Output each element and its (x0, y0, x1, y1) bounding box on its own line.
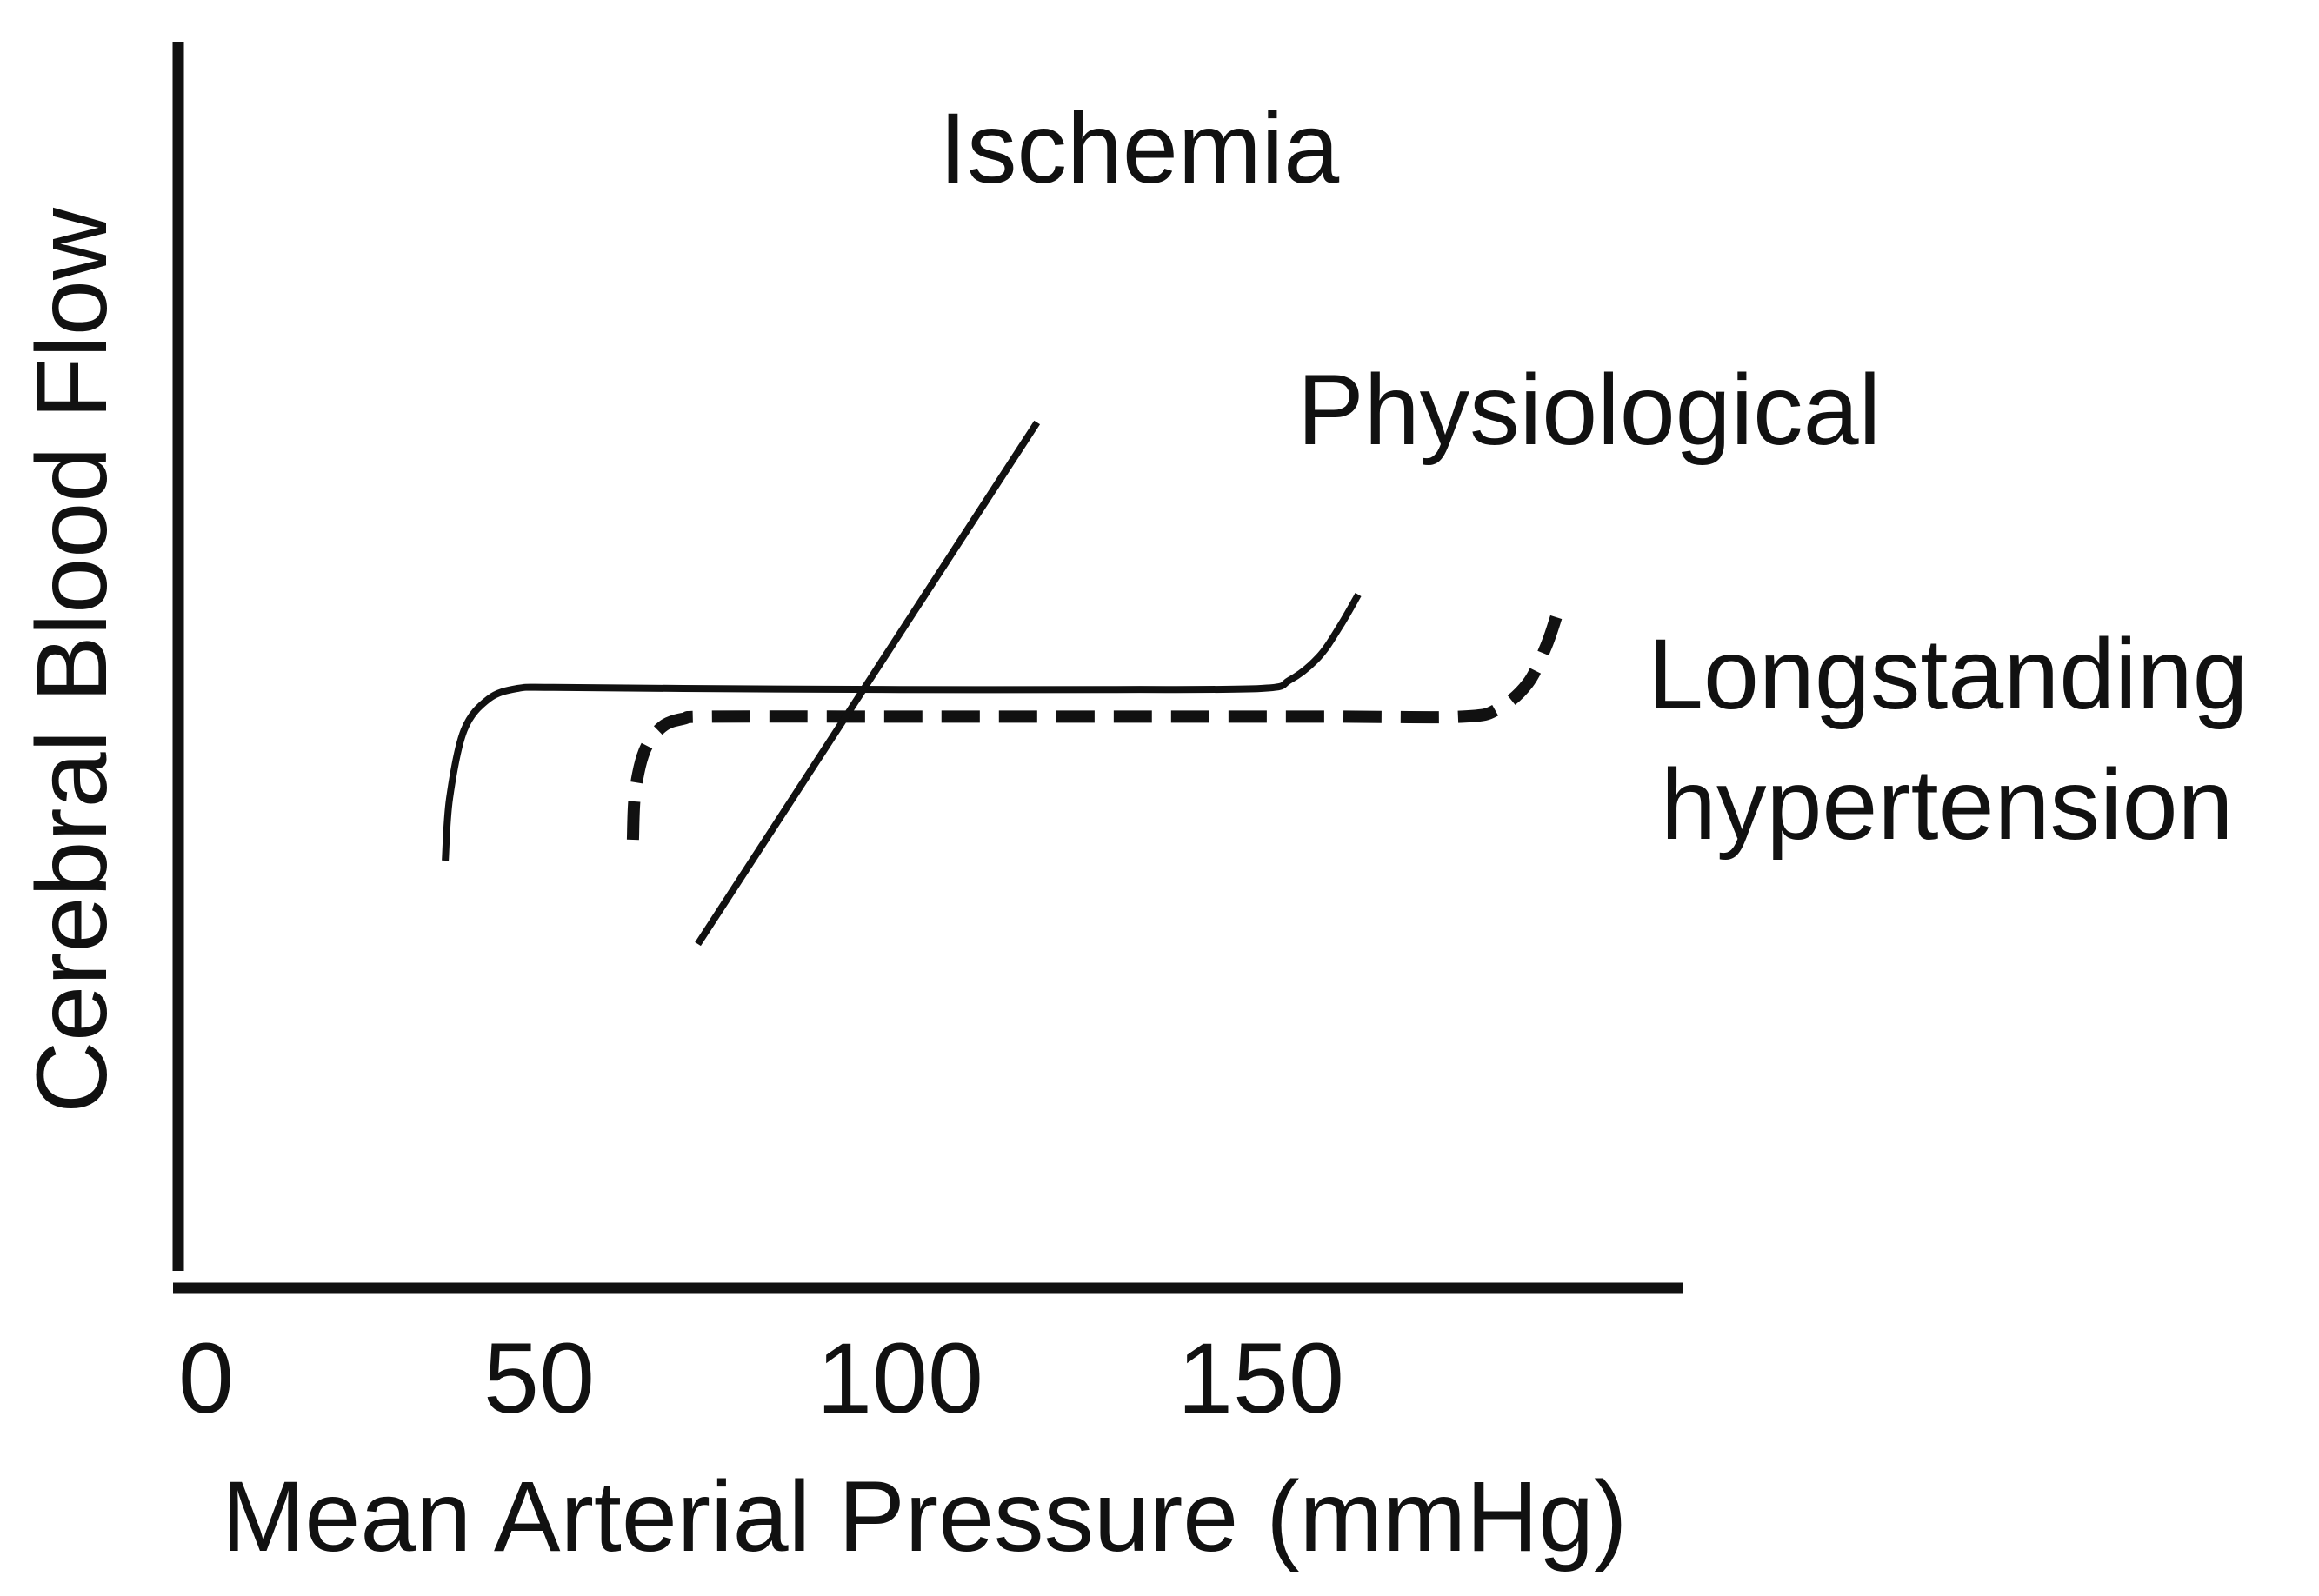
x-axis-title: Mean Arterial Pressure (mmHg) (222, 1461, 1628, 1573)
series-label-hypertension-line1: Longstanding (1648, 619, 2249, 730)
series-layer (442, 420, 1563, 947)
y-axis-title: Cerebral Blood Flow (17, 207, 128, 1114)
series-line-physiological (442, 592, 1362, 861)
x-tick-label-50: 50 (483, 1323, 595, 1434)
series-line-ischemia (695, 420, 1041, 947)
x-tick-label-0: 0 (178, 1323, 234, 1434)
series-line-longstanding-hypertension (626, 613, 1563, 841)
series-label-ischemia: Ischemia (939, 93, 1339, 204)
x-tick-label-100: 100 (816, 1323, 983, 1434)
x-tick-label-150: 150 (1177, 1323, 1344, 1434)
series-label-hypertension-line2: hypertension (1661, 749, 2234, 861)
x-tick-labels: 0 50 100 150 (178, 1323, 1344, 1434)
series-label-physiological: Physiological (1297, 355, 1881, 466)
